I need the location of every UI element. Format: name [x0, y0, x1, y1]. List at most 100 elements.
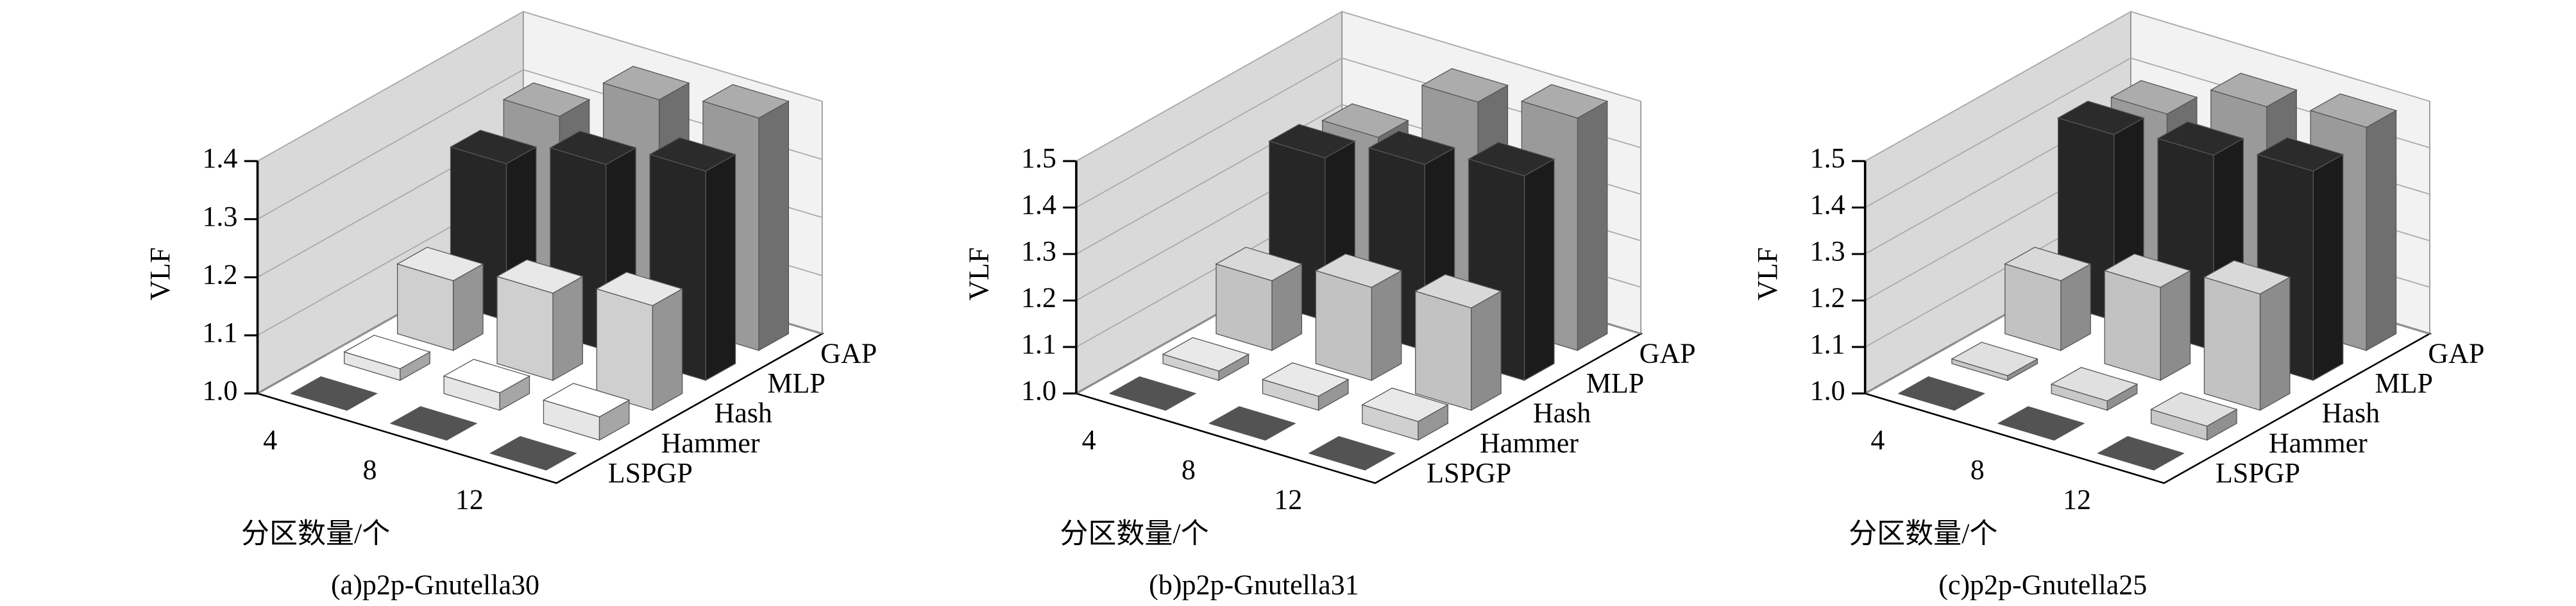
x-tick-label: 12 — [2063, 484, 2091, 516]
y-tick-label: 1.1 — [1810, 328, 1845, 360]
bar — [1108, 376, 1197, 411]
series-label: MLP — [767, 367, 825, 399]
bar-top — [2210, 72, 2298, 108]
bar-top — [389, 406, 478, 441]
bar — [290, 376, 378, 411]
bar-front — [596, 288, 653, 411]
bar-top — [1520, 84, 1609, 119]
bar — [542, 383, 631, 441]
series-label: Hammer — [1480, 427, 1579, 459]
bar-top — [1308, 436, 1396, 471]
y-axis-title: VLF — [963, 248, 994, 301]
grid-line — [1076, 11, 1641, 162]
bar-top — [2149, 392, 2238, 427]
bar — [1261, 362, 1350, 411]
bar — [1215, 246, 1303, 351]
y-axis-title: VLF — [144, 248, 176, 301]
subplot: 1.0 1.1 1.2 1.3 1.4 1.5 4 8 12 LSPGPHammerHashMLP… — [1752, 10, 2484, 601]
bar-top — [1414, 274, 1502, 308]
bar-top — [443, 358, 531, 394]
bar-side — [1577, 100, 1608, 351]
bar-top — [1368, 130, 1456, 165]
bar-top — [1314, 253, 1403, 288]
bar-top — [1162, 337, 1250, 372]
bar-front — [1315, 270, 1372, 381]
y-tick-label: 1.3 — [202, 201, 237, 232]
bar-top — [496, 259, 584, 294]
y-tick-label: 1.3 — [1021, 235, 1056, 267]
bar-top — [2110, 80, 2198, 115]
bar — [489, 436, 577, 471]
bar-top — [1951, 341, 2038, 376]
chart-title: (b)p2p-Gnutella31 — [1149, 569, 1359, 601]
bar-side — [2312, 153, 2344, 382]
bar-top — [1108, 376, 1197, 411]
bar-top — [602, 65, 690, 101]
y-tick-label: 1.2 — [1021, 282, 1056, 314]
bar-side — [1371, 269, 1402, 382]
bar — [1414, 274, 1502, 411]
bar — [443, 358, 531, 411]
y-tick-label: 1.4 — [1021, 189, 1056, 221]
x-tick-label: 12 — [455, 484, 484, 516]
bar — [2097, 436, 2185, 471]
bar-top — [2256, 137, 2344, 172]
bar — [1162, 337, 1250, 382]
bar-side — [552, 275, 583, 382]
bar — [2203, 260, 2291, 411]
bar — [396, 246, 484, 351]
series-label: Hammer — [661, 427, 760, 459]
subplot: 1.0 1.1 1.2 1.3 1.4 1.5 4 8 12 LSPGPHammerHashMLP… — [963, 10, 1696, 601]
bar-top — [1268, 124, 1356, 158]
series-label: LSPGP — [1427, 457, 1511, 489]
bar-front — [496, 276, 554, 381]
y-tick-label: 1.0 — [202, 375, 237, 407]
bar — [496, 259, 584, 382]
bar-top — [2103, 253, 2192, 288]
bar-top — [1997, 406, 2085, 441]
bar-top — [542, 383, 631, 417]
x-axis-title: 分区数量/个 — [1849, 518, 1997, 549]
y-tick-label: 1.5 — [1021, 142, 1056, 174]
y-tick-label: 1.1 — [1021, 328, 1056, 360]
bar-top — [502, 82, 591, 117]
bar — [2149, 392, 2238, 441]
bar-top — [595, 271, 684, 307]
bar-top — [2203, 260, 2291, 295]
x-tick-label: 8 — [363, 454, 377, 485]
series-label: LSPGP — [2216, 457, 2300, 489]
y-tick-label: 1.5 — [1810, 142, 1845, 174]
series-label: GAP — [820, 337, 877, 369]
series-label: Hash — [714, 398, 772, 429]
subplot: 1.0 1.1 1.2 1.3 1.4 4 8 12 LSPGPHammerHashMLPGAP… — [144, 10, 877, 601]
y-tick-label: 1.2 — [1810, 282, 1845, 314]
bar-top — [1215, 246, 1303, 282]
y-tick-label: 1.1 — [202, 317, 237, 348]
bar — [1361, 387, 1449, 441]
bar — [2050, 367, 2139, 411]
y-tick-label: 1.3 — [1810, 235, 1845, 267]
bar-top — [489, 436, 577, 471]
chart-title: (a)p2p-Gnutella30 — [331, 569, 539, 601]
series-label: MLP — [2375, 367, 2433, 399]
x-axis-title: 分区数量/个 — [1060, 518, 1208, 549]
x-tick-label: 8 — [1970, 454, 1985, 485]
bar — [343, 335, 431, 382]
y-tick-label: 1.4 — [1810, 189, 1845, 221]
series-label: LSPGP — [608, 457, 693, 489]
bar-top — [449, 130, 538, 164]
series-label: GAP — [2428, 337, 2484, 369]
bar-side — [2366, 110, 2397, 351]
series-label: Hammer — [2269, 427, 2368, 459]
bar-top — [2004, 246, 2092, 282]
bar-side — [2259, 276, 2291, 411]
bar-top — [290, 376, 378, 411]
bar-side — [2160, 269, 2191, 382]
bar — [595, 271, 684, 411]
bar — [1314, 253, 1403, 382]
bar-top — [2056, 101, 2145, 135]
bar-side — [652, 288, 683, 411]
bar-top — [1421, 68, 1509, 103]
bar-top — [2309, 93, 2398, 128]
